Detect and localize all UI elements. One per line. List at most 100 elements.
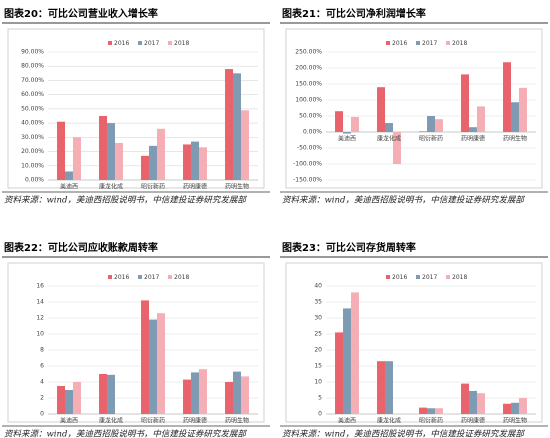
x-tick-label: 昭衍新药 <box>419 417 443 425</box>
chart-title: 图表21：可比公司净利润增长率 <box>282 7 426 20</box>
bar <box>343 308 351 414</box>
y-tick-label: 10 <box>314 379 322 386</box>
bar <box>350 116 359 132</box>
legend-swatch <box>138 41 142 45</box>
bar <box>335 332 344 414</box>
bar <box>427 408 435 414</box>
y-tick-label: 0.00% <box>303 129 322 136</box>
y-tick-label: 25 <box>314 331 322 338</box>
bar <box>107 374 115 414</box>
y-tick-label: 80.00% <box>21 63 44 70</box>
bar <box>114 143 123 180</box>
legend-label: 2018 <box>174 274 189 281</box>
bar <box>469 127 477 132</box>
bar <box>377 87 386 132</box>
y-tick-label: 20 <box>314 347 322 354</box>
bar <box>511 402 519 414</box>
legend-swatch <box>386 41 390 45</box>
bar <box>476 106 485 132</box>
x-tick-label: 药明康德 <box>461 135 485 143</box>
chart-title: 图表20：可比公司营业收入增长率 <box>4 7 158 20</box>
bar <box>72 382 81 414</box>
x-tick-label: 药明生物 <box>225 183 249 191</box>
x-tick-label: 美迪西 <box>338 135 356 143</box>
bar <box>57 121 66 180</box>
y-tick-label: 100.00% <box>295 97 322 104</box>
bar <box>99 374 108 414</box>
bar <box>385 123 393 132</box>
bar <box>183 144 192 180</box>
bar <box>156 128 165 180</box>
bar <box>419 407 428 414</box>
bar <box>377 361 386 414</box>
x-tick-label: 康龙化成 <box>99 417 123 425</box>
x-tick-label: 美迪西 <box>338 417 356 425</box>
legend-label: 2016 <box>392 274 407 281</box>
bar <box>343 132 351 134</box>
x-tick-label: 药明康德 <box>183 417 207 425</box>
legend-swatch <box>138 275 142 279</box>
y-tick-label: 14 <box>36 299 44 306</box>
bar <box>461 74 470 132</box>
bar <box>434 408 443 414</box>
x-tick-label: 药明生物 <box>225 417 249 425</box>
x-tick-label: 药明康德 <box>461 417 485 425</box>
legend-label: 2017 <box>144 274 159 281</box>
bar <box>233 371 241 414</box>
x-tick-label: 康龙化成 <box>99 183 123 191</box>
legend-swatch <box>446 41 450 45</box>
bar <box>419 131 428 132</box>
chart-title: 图表22：可比公司应收账款周转率 <box>4 241 158 254</box>
bar <box>141 155 150 180</box>
bar <box>233 73 241 180</box>
chart-frame <box>285 262 543 423</box>
bar <box>99 116 108 180</box>
bar <box>225 382 234 414</box>
legend-label: 2018 <box>452 274 467 281</box>
legend-swatch <box>168 275 172 279</box>
bar <box>191 141 199 180</box>
y-tick-label: 12 <box>36 315 44 322</box>
bar <box>183 379 192 414</box>
x-tick-label: 美迪西 <box>60 183 78 191</box>
x-tick-label: 康龙化成 <box>377 135 401 143</box>
legend-label: 2018 <box>452 40 467 47</box>
y-tick-label: 15 <box>314 363 322 370</box>
bar <box>240 376 249 414</box>
x-tick-label: 昭衍新药 <box>141 417 165 425</box>
bar <box>191 372 199 414</box>
legend-swatch <box>446 275 450 279</box>
chart-title: 图表23：可比公司存货周转率 <box>282 241 416 254</box>
y-tick-label: 10 <box>36 331 44 338</box>
bar <box>57 386 66 414</box>
legend-swatch <box>416 41 420 45</box>
legend-swatch <box>168 41 172 45</box>
y-tick-label: 0 <box>40 411 44 418</box>
y-tick-label: 40.00% <box>21 120 44 127</box>
bar <box>156 313 165 414</box>
y-tick-label: 4 <box>40 379 44 386</box>
legend-label: 2018 <box>174 40 189 47</box>
y-tick-label: 20.00% <box>21 148 44 155</box>
bar <box>149 145 157 180</box>
y-tick-label: 8 <box>40 347 44 354</box>
x-tick-label: 昭衍新药 <box>419 135 443 143</box>
bar <box>225 69 234 180</box>
legend-label: 2017 <box>422 274 437 281</box>
legend-label: 2017 <box>422 40 437 47</box>
y-tick-label: -150.00% <box>293 177 322 184</box>
legend-swatch <box>416 275 420 279</box>
y-tick-label: 5 <box>318 395 322 402</box>
y-tick-label: 6 <box>40 363 44 370</box>
legend-label: 2016 <box>392 40 407 47</box>
y-tick-label: 250.00% <box>295 49 322 56</box>
y-tick-label: 50.00% <box>299 113 322 120</box>
source-note: 资料来源：wind，美迪西招股说明书，中信建投证券研究发展部 <box>282 429 525 438</box>
bar <box>469 390 477 414</box>
bar <box>198 147 207 180</box>
y-tick-label: 0.00% <box>25 177 44 184</box>
bar <box>141 300 150 414</box>
legend-label: 2017 <box>144 40 159 47</box>
bar <box>392 132 401 164</box>
bar <box>476 393 485 414</box>
